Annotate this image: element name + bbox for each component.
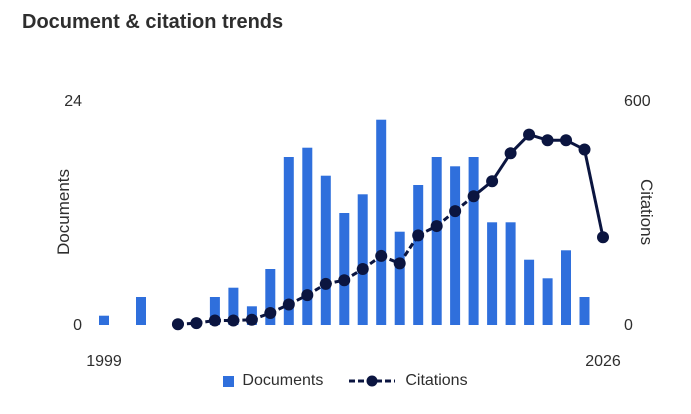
point-citations-2016[interactable] <box>412 229 425 242</box>
bar-documents-2018[interactable] <box>450 166 461 325</box>
chart-title: Document & citation trends <box>22 11 284 33</box>
point-citations-2020[interactable] <box>486 175 499 188</box>
bar-documents-2023[interactable] <box>542 278 553 325</box>
point-citations-2021[interactable] <box>504 147 517 160</box>
point-citations-2008[interactable] <box>264 307 277 320</box>
bar-documents-2012[interactable] <box>339 213 350 325</box>
bar-documents-2025[interactable] <box>579 297 590 325</box>
point-citations-2019[interactable] <box>467 190 480 203</box>
point-citations-2013[interactable] <box>356 263 369 275</box>
right-axis-min-label: 0 <box>624 317 633 334</box>
axes-group: 24 0 600 0 Documents Citations 1999 2026 <box>54 93 656 370</box>
point-citations-2003[interactable] <box>171 318 184 331</box>
point-citations-2023[interactable] <box>541 134 554 147</box>
point-citations-2006[interactable] <box>227 314 240 327</box>
x-axis-end-label: 2026 <box>585 353 621 370</box>
point-citations-2011[interactable] <box>319 277 332 290</box>
bar-documents-2001[interactable] <box>136 297 146 325</box>
point-citations-2004[interactable] <box>190 317 203 330</box>
point-citations-2024[interactable] <box>560 134 573 147</box>
bar-documents-2017[interactable] <box>431 157 442 325</box>
point-citations-2015[interactable] <box>393 257 406 270</box>
bar-documents-2024[interactable] <box>561 250 571 325</box>
bar-documents-2013[interactable] <box>357 194 368 325</box>
point-citations-2009[interactable] <box>282 298 295 311</box>
legend-bar-swatch-icon <box>223 375 235 387</box>
bar-documents-2006[interactable] <box>228 287 239 325</box>
bar-documents-2020[interactable] <box>487 222 498 325</box>
point-citations-2017[interactable] <box>430 220 443 233</box>
citation-line-segment <box>583 149 605 238</box>
point-citations-2005[interactable] <box>208 314 221 327</box>
legend-item-documents[interactable]: Documents <box>223 372 323 390</box>
bar-documents-2010[interactable] <box>302 147 313 325</box>
bar-documents-2014[interactable] <box>376 119 387 325</box>
bar-documents-2009[interactable] <box>283 157 294 325</box>
point-citations-2012[interactable] <box>338 274 351 287</box>
citation-line-group <box>171 128 609 331</box>
left-axis-max-label: 24 <box>64 93 82 110</box>
point-citations-2007[interactable] <box>245 313 258 326</box>
legend: Documents Citations <box>0 372 691 390</box>
point-citations-2025[interactable] <box>578 143 591 156</box>
bar-group <box>99 119 590 325</box>
point-citations-2018[interactable] <box>449 205 462 218</box>
point-citations-2010[interactable] <box>301 289 314 302</box>
left-axis-title: Documents <box>54 169 73 255</box>
bar-documents-2016[interactable] <box>413 185 424 325</box>
legend-label-citations: Citations <box>405 372 468 389</box>
bar-documents-2021[interactable] <box>505 222 516 325</box>
left-axis-min-label: 0 <box>73 317 82 334</box>
point-citations-2014[interactable] <box>375 249 388 262</box>
chart-svg: 24 0 600 0 Documents Citations 1999 2026 <box>54 93 656 370</box>
bar-documents-2019[interactable] <box>468 157 479 325</box>
right-axis-max-label: 600 <box>624 93 651 110</box>
bar-documents-2011[interactable] <box>320 175 331 325</box>
bar-documents-2005[interactable] <box>209 297 220 325</box>
point-citations-2022[interactable] <box>523 128 536 141</box>
legend-label-documents: Documents <box>242 372 324 389</box>
bar-documents-2008[interactable] <box>265 269 276 325</box>
bar-documents-1999[interactable] <box>99 315 109 325</box>
bar-documents-2022[interactable] <box>524 259 535 325</box>
legend-item-citations[interactable]: Citations <box>347 372 468 390</box>
bar-documents-2015[interactable] <box>394 231 405 325</box>
legend-line-marker-icon <box>347 374 397 388</box>
right-axis-title: Citations <box>637 179 656 245</box>
x-axis-start-label: 1999 <box>86 353 122 370</box>
point-citations-2026[interactable] <box>597 231 609 244</box>
